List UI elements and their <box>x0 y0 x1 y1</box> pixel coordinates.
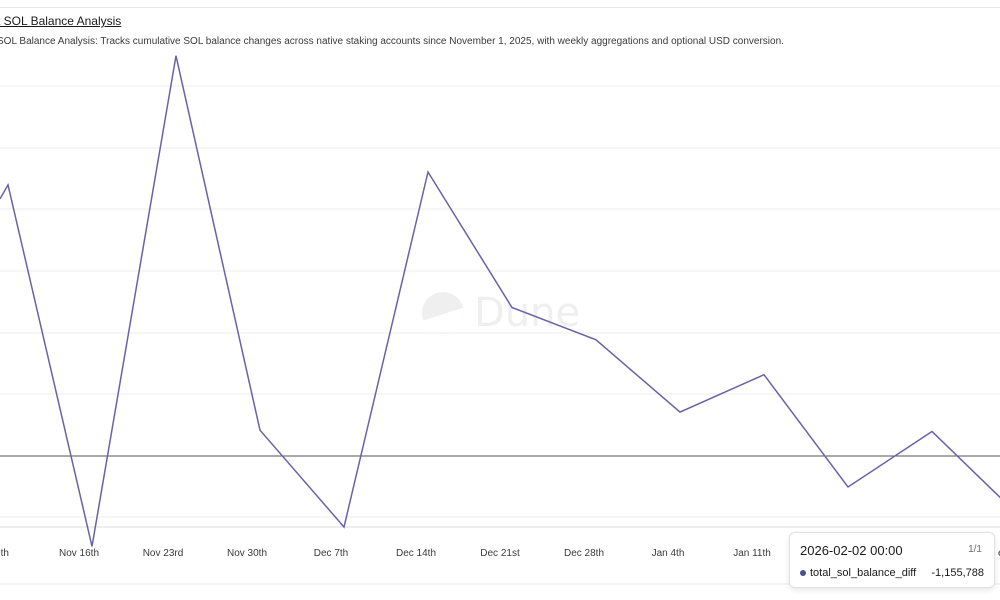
x-tick-label: Jan 11th <box>733 548 771 559</box>
x-tick-label: Dec 28th <box>564 548 604 559</box>
series-dot-icon <box>800 570 806 576</box>
grid-lines <box>0 85 1000 585</box>
x-axis-ticks: 9th Nov 16th Nov 23rd Nov 30th Dec 7th Dec 14… <box>0 548 1000 559</box>
x-tick-label: Nov 23rd <box>143 548 184 559</box>
x-tick-label: Dec 14th <box>396 548 436 559</box>
chart-subtitle: SOL Balance Analysis: Tracks cumulative … <box>0 36 784 47</box>
chart-title[interactable]: t SOL Balance Analysis <box>0 14 122 28</box>
x-tick-label: Dec 7th <box>314 548 348 559</box>
top-divider <box>0 7 1000 8</box>
tooltip-date: 2026-02-02 00:00 <box>800 543 903 558</box>
tooltip-page-indicator: 1/1 <box>968 544 982 555</box>
tooltip-value: -1,155,788 <box>931 567 984 579</box>
x-tick-label: Nov 30th <box>227 548 267 559</box>
x-tick-label: Dec 21st <box>480 548 520 559</box>
series-line-total-sol-balance-diff <box>0 55 1000 547</box>
x-tick-label: 9th <box>0 548 9 559</box>
x-tick-label: Jan 4th <box>652 548 685 559</box>
data-tooltip: 2026-02-02 00:00 1/1 total_sol_balance_d… <box>789 532 995 588</box>
x-tick-label: e <box>998 548 1000 559</box>
tooltip-series-name: total_sol_balance_diff <box>810 567 917 579</box>
x-tick-label: Nov 16th <box>59 548 99 559</box>
